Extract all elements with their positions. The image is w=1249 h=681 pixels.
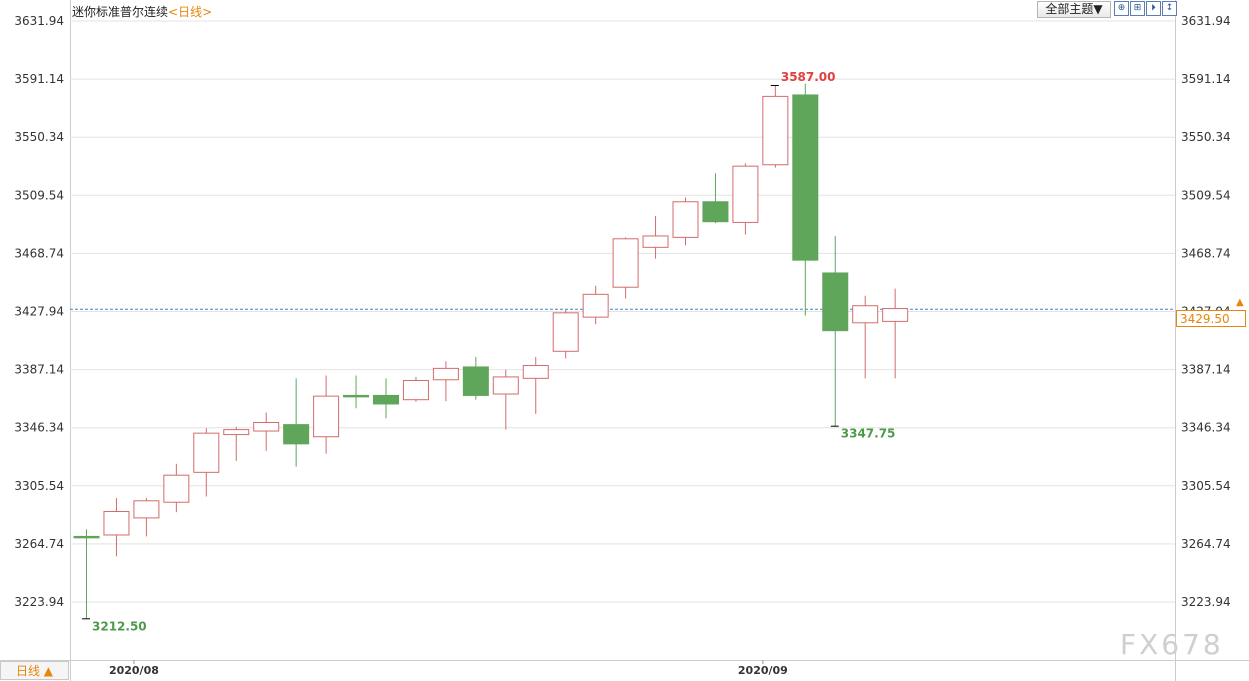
date-label: 2020/08	[109, 664, 159, 677]
right-tick-label: 3223.94	[1181, 595, 1231, 609]
candle-body	[492, 376, 519, 395]
left-tick-label: 3550.34	[14, 130, 64, 144]
left-tick-label: 3509.54	[14, 188, 64, 202]
candle-body	[283, 424, 310, 445]
right-tick-label: 3509.54	[1181, 188, 1231, 202]
candle-body	[702, 201, 729, 223]
left-tick-label: 3631.94	[14, 14, 64, 28]
resize-icon[interactable]: ↕	[1162, 1, 1177, 16]
candle-body	[732, 165, 759, 223]
left-tick-label: 3468.74	[14, 246, 64, 260]
right-tick-label: 3631.94	[1181, 14, 1231, 28]
candle-body	[133, 500, 160, 519]
theme-select[interactable]: 全部主题▼	[1037, 1, 1111, 18]
left-tick-label: 3591.14	[14, 72, 64, 86]
play-icon[interactable]: ⏵	[1146, 1, 1161, 16]
move-icon[interactable]: ⊕	[1114, 1, 1129, 16]
candle-body	[103, 510, 130, 536]
candle-body	[852, 305, 879, 324]
candle-body	[552, 312, 579, 352]
candle-body	[343, 394, 370, 398]
candle-body	[792, 94, 819, 261]
date-axis: 2020/08 2020/09	[109, 660, 788, 677]
right-tick-label: 3346.34	[1181, 421, 1231, 435]
right-tick-label: 3591.14	[1181, 72, 1231, 86]
left-price-axis: 3631.94 3591.14 3550.34 3509.54 3468.74 3427.…	[14, 14, 64, 609]
candle-layer	[73, 83, 909, 619]
date-label: 2020/09	[738, 664, 788, 677]
candle-body	[373, 394, 399, 405]
candle-body	[522, 365, 549, 379]
candle-body	[163, 474, 190, 503]
right-tick-label: 3468.74	[1181, 246, 1231, 260]
right-tick-label: 3387.14	[1181, 363, 1231, 377]
last-price-tag: 3429.50	[1176, 310, 1246, 327]
period-link[interactable]: <日线>	[168, 5, 213, 19]
last-price-arrow-icon: ▲	[1236, 297, 1244, 308]
candle-body	[762, 95, 789, 166]
left-tick-label: 3223.94	[14, 595, 64, 609]
candle-body	[253, 421, 280, 432]
candle-body	[402, 379, 429, 401]
candle-body	[73, 535, 100, 539]
candle-body	[223, 429, 250, 436]
candle-body	[313, 395, 340, 438]
left-tick-label: 3346.34	[14, 421, 64, 435]
candle-body	[432, 367, 459, 381]
left-tick-label: 3387.14	[14, 363, 64, 377]
extreme-label: 3212.50	[92, 619, 147, 633]
candle-body	[582, 293, 609, 318]
chart-title: 迷你标准普尔连续<日线>	[72, 3, 212, 20]
candle-body	[822, 272, 849, 332]
left-tick-label: 3305.54	[14, 479, 64, 493]
right-tick-label: 3305.54	[1181, 479, 1231, 493]
period-tab[interactable]: 日线 ▲	[0, 661, 69, 680]
candle-body	[612, 238, 639, 288]
instrument-name: 迷你标准普尔连续	[72, 5, 169, 19]
right-tick-label: 3550.34	[1181, 130, 1231, 144]
candle-body	[672, 201, 699, 238]
annotation-layer: 3587.00 3212.50 3347.75	[82, 70, 895, 633]
right-tick-label: 3264.74	[1181, 537, 1231, 551]
candle-body	[882, 308, 909, 322]
left-tick-label: 3427.94	[14, 305, 64, 319]
candle-body	[462, 366, 489, 396]
watermark: FX678	[1120, 628, 1224, 661]
candle-body	[193, 432, 220, 473]
candle-body	[642, 235, 669, 248]
left-tick-label: 3264.74	[14, 537, 64, 551]
grid-icon[interactable]: ⊞	[1130, 1, 1145, 16]
extreme-label: 3587.00	[781, 70, 836, 84]
extreme-label: 3347.75	[841, 427, 896, 441]
